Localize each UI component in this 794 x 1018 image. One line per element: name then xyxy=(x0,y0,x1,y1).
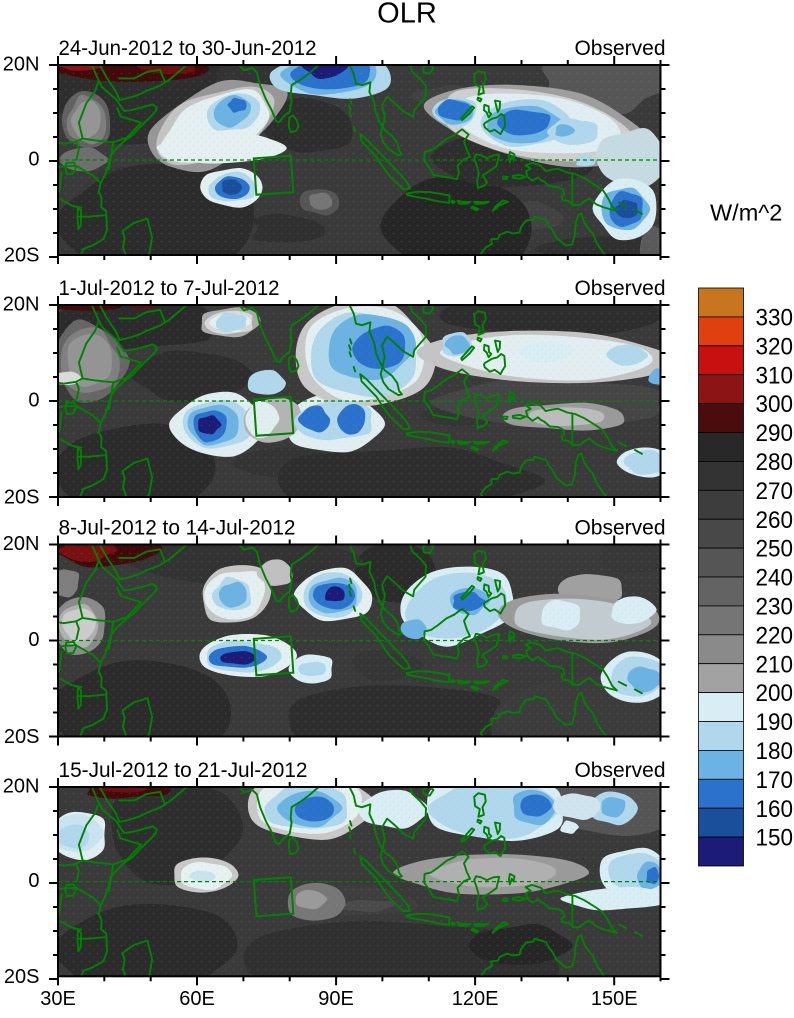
svg-text:260: 260 xyxy=(756,507,794,534)
svg-text:Observed: Observed xyxy=(574,277,665,300)
svg-text:0: 0 xyxy=(28,629,39,651)
svg-text:Observed: Observed xyxy=(574,37,665,60)
svg-text:290: 290 xyxy=(756,420,794,447)
svg-text:20N: 20N xyxy=(3,533,40,555)
svg-text:270: 270 xyxy=(756,478,794,505)
svg-text:150: 150 xyxy=(756,825,794,852)
svg-text:120E: 120E xyxy=(452,988,499,1010)
svg-text:220: 220 xyxy=(756,622,794,649)
svg-text:280: 280 xyxy=(756,449,794,476)
svg-text:0: 0 xyxy=(28,390,39,412)
svg-text:24-Jun-2012 to 30-Jun-2012: 24-Jun-2012 to 30-Jun-2012 xyxy=(59,37,317,60)
svg-text:190: 190 xyxy=(756,709,794,736)
svg-text:320: 320 xyxy=(756,333,794,360)
svg-text:Observed: Observed xyxy=(574,759,665,782)
svg-text:240: 240 xyxy=(756,565,794,592)
svg-text:0: 0 xyxy=(28,870,39,892)
svg-text:210: 210 xyxy=(756,651,794,678)
svg-text:200: 200 xyxy=(756,680,794,707)
svg-text:Observed: Observed xyxy=(574,517,665,540)
svg-text:20S: 20S xyxy=(4,966,40,988)
svg-text:20S: 20S xyxy=(4,726,40,748)
svg-text:180: 180 xyxy=(756,738,794,765)
svg-text:0: 0 xyxy=(28,149,39,171)
svg-text:15-Jul-2012 to 21-Jul-2012: 15-Jul-2012 to 21-Jul-2012 xyxy=(59,759,308,782)
svg-text:20S: 20S xyxy=(4,245,40,267)
svg-text:30E: 30E xyxy=(40,988,76,1010)
svg-text:20N: 20N xyxy=(3,776,40,798)
svg-text:90E: 90E xyxy=(318,988,354,1010)
svg-text:330: 330 xyxy=(756,305,794,332)
svg-text:150E: 150E xyxy=(591,988,638,1010)
svg-text:300: 300 xyxy=(756,391,794,418)
svg-text:OLR: OLR xyxy=(377,0,437,30)
svg-text:1-Jul-2012 to 7-Jul-2012: 1-Jul-2012 to 7-Jul-2012 xyxy=(59,277,280,300)
svg-text:20N: 20N xyxy=(3,54,40,76)
svg-text:230: 230 xyxy=(756,594,794,621)
svg-text:160: 160 xyxy=(756,796,794,823)
svg-text:60E: 60E xyxy=(179,988,215,1010)
svg-text:310: 310 xyxy=(756,362,794,389)
svg-text:170: 170 xyxy=(756,767,794,794)
svg-text:20N: 20N xyxy=(3,294,40,316)
svg-text:8-Jul-2012 to 14-Jul-2012: 8-Jul-2012 to 14-Jul-2012 xyxy=(59,517,296,540)
svg-text:250: 250 xyxy=(756,536,794,563)
svg-text:20S: 20S xyxy=(4,487,40,509)
svg-text:W/m^2: W/m^2 xyxy=(710,200,782,226)
